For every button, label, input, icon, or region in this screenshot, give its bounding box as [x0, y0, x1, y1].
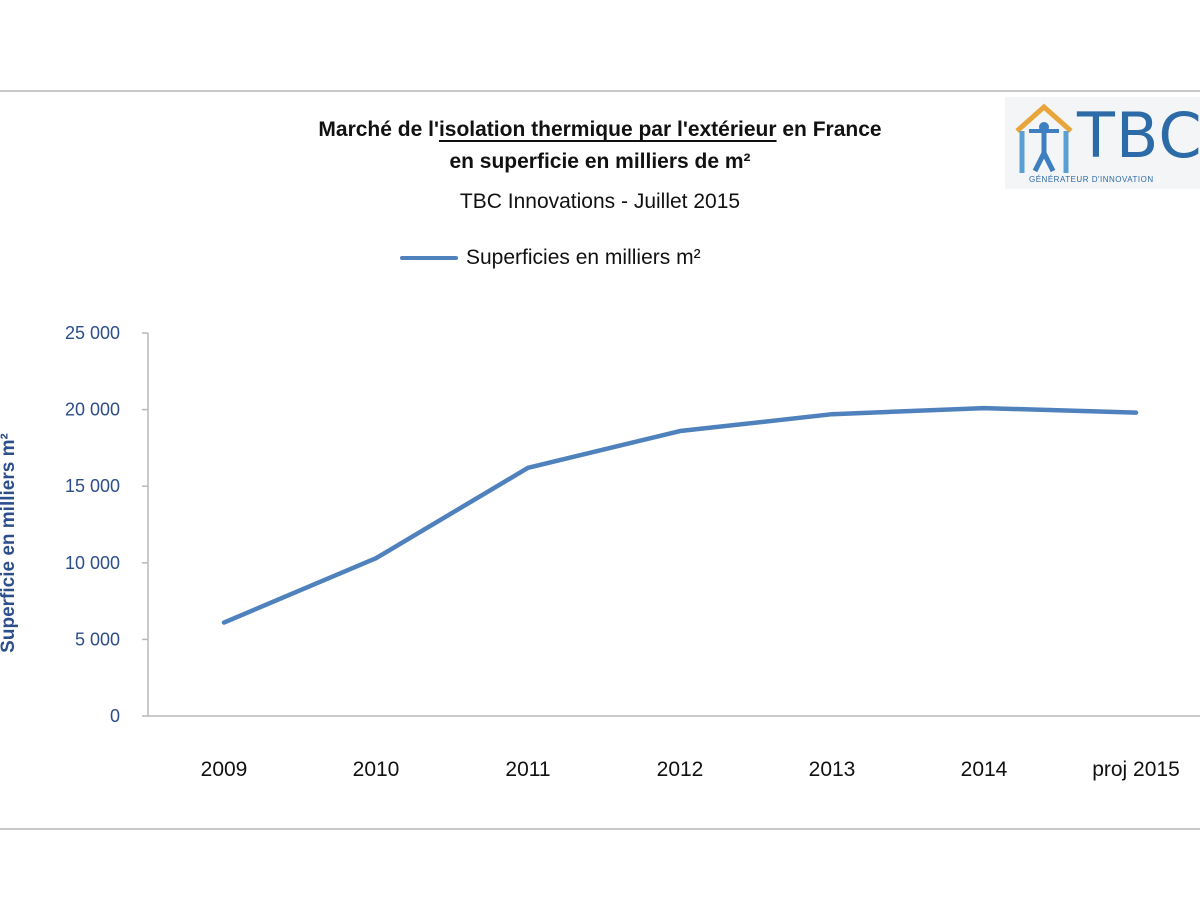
x-tick-label: 2014 — [961, 758, 1008, 781]
x-tick-label: 2012 — [657, 758, 704, 781]
title-underlined: isolation thermique par l'extérieur — [438, 118, 777, 141]
house-person-icon — [1015, 103, 1073, 173]
y-tick-label: 10 000 — [65, 553, 120, 573]
data-point — [222, 620, 226, 625]
data-point — [374, 556, 378, 561]
y-tick-label: 5 000 — [75, 629, 120, 649]
x-tick-label: 2009 — [201, 758, 248, 781]
y-tick-label: 25 000 — [65, 323, 120, 343]
data-point — [830, 412, 834, 417]
line-chart: 0 5 000 10 000 15 000 20 000 25 000 2009 2010 20… — [0, 323, 1200, 781]
legend: Superficies en milliers m² — [400, 246, 701, 270]
legend-swatch — [400, 256, 458, 260]
chart-source: TBC Innovations - Juillet 2015 — [459, 190, 741, 213]
tbc-logo: TBC GÉNÉRATEUR D'INNOVATION — [1005, 97, 1200, 189]
logo-tagline: GÉNÉRATEUR D'INNOVATION — [1029, 175, 1154, 184]
title-prefix: Marché de l' — [318, 118, 439, 141]
series-line — [221, 405, 1139, 625]
y-tick-label: 0 — [110, 706, 120, 726]
x-tick-label: 2013 — [809, 758, 856, 781]
x-tick-label: 2011 — [505, 758, 550, 781]
x-tick-label: proj 2015 — [1092, 758, 1180, 781]
y-tick-label: 15 000 — [65, 476, 120, 496]
data-point — [982, 406, 986, 411]
chart-subtitle: en superficie en milliers de m² — [449, 150, 751, 173]
logo-text: TBC — [1077, 99, 1200, 172]
title-suffix: en France — [776, 118, 882, 141]
data-point — [526, 465, 530, 470]
legend-label: Superficies en milliers m² — [466, 246, 701, 269]
data-point — [678, 429, 682, 434]
frame-top-border — [0, 90, 1200, 92]
y-tick-label: 20 000 — [65, 400, 120, 420]
y-axis-label: Superficie en milliers m² — [0, 433, 19, 653]
frame-bottom-border — [0, 828, 1200, 830]
x-tick-label: 2010 — [353, 758, 400, 781]
chart-title: Marché de l'isolation thermique par l'ex… — [200, 118, 1000, 142]
data-point — [1134, 410, 1138, 415]
